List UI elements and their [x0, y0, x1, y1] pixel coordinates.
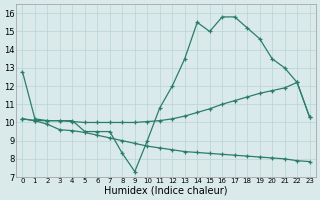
X-axis label: Humidex (Indice chaleur): Humidex (Indice chaleur) [104, 186, 228, 196]
